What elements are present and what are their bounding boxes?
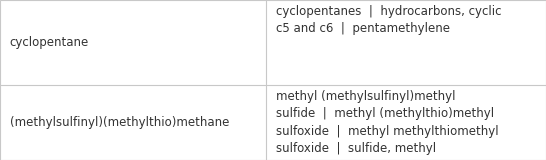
Text: cyclopentanes  |  hydrocarbons, cyclic
c5 and c6  |  pentamethylene: cyclopentanes | hydrocarbons, cyclic c5 … (276, 5, 501, 35)
Text: (methylsulfinyl)(methylthio)methane: (methylsulfinyl)(methylthio)methane (10, 116, 229, 129)
Text: cyclopentane: cyclopentane (10, 36, 89, 49)
Text: methyl (methylsulfinyl)methyl
sulfide  |  methyl (methylthio)methyl
sulfoxide  |: methyl (methylsulfinyl)methyl sulfide | … (276, 90, 498, 160)
